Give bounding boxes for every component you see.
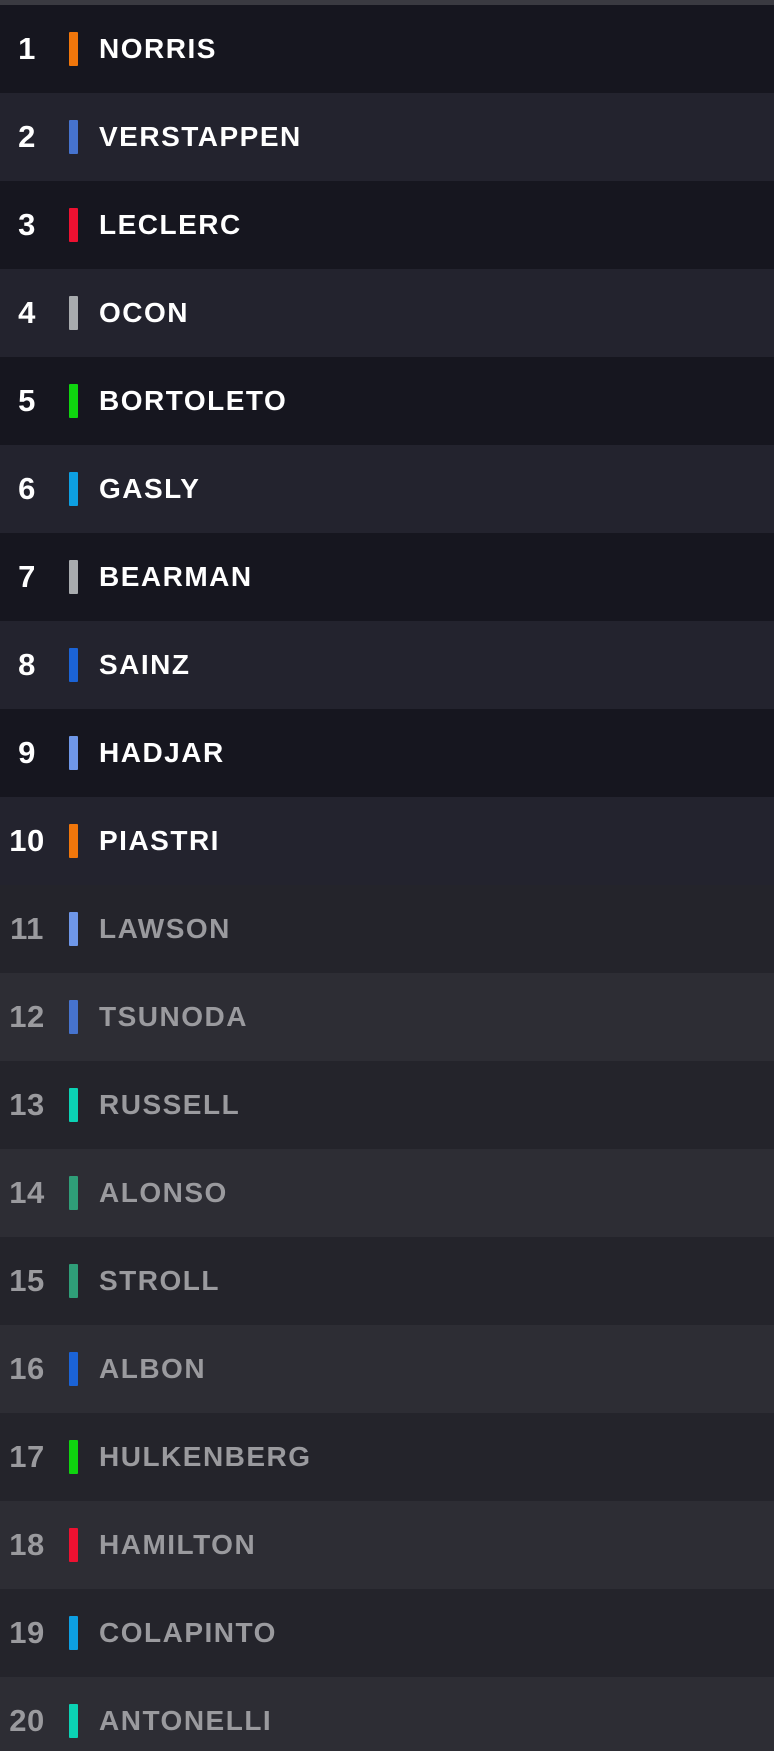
driver-name: RUSSELL — [99, 1089, 241, 1120]
driver-name: TSUNODA — [99, 1001, 248, 1032]
team-color-bar-aston-martin — [69, 1176, 78, 1210]
team-color-bar-williams — [69, 648, 78, 682]
position-number: 6 — [18, 471, 36, 506]
driver-name: GASLY — [99, 473, 201, 504]
team-color-bar-haas — [69, 296, 78, 330]
top-divider — [0, 0, 774, 5]
driver-row[interactable]: 4 OCON — [0, 269, 774, 357]
position-number: 2 — [18, 119, 36, 154]
driver-row[interactable]: 16 ALBON — [0, 1325, 774, 1413]
driver-name: OCON — [99, 297, 189, 328]
driver-row[interactable]: 19 COLAPINTO — [0, 1589, 774, 1677]
driver-name: HADJAR — [99, 737, 225, 768]
position-number: 15 — [9, 1263, 45, 1298]
position-number: 9 — [18, 735, 36, 770]
timing-list: 1 NORRIS 2 VERSTAPPEN 3 LECLERC 4 OCON 5… — [0, 5, 774, 1751]
team-color-bar-williams — [69, 1352, 78, 1386]
driver-row[interactable]: 1 NORRIS — [0, 5, 774, 93]
position-number: 19 — [9, 1615, 45, 1650]
position-number: 3 — [18, 207, 36, 242]
driver-name: ALBON — [99, 1353, 207, 1384]
position-number: 17 — [9, 1439, 45, 1474]
team-color-bar-kick-sauber — [69, 384, 78, 418]
driver-row[interactable]: 20 ANTONELLI — [0, 1677, 774, 1751]
driver-name: ANTONELLI — [99, 1705, 273, 1736]
driver-name: HAMILTON — [99, 1529, 257, 1560]
team-color-bar-mercedes — [69, 1088, 78, 1122]
driver-row[interactable]: 14 ALONSO — [0, 1149, 774, 1237]
position-number: 7 — [18, 559, 36, 594]
position-number: 4 — [18, 295, 36, 330]
team-color-bar-alpine — [69, 472, 78, 506]
team-color-bar-red-bull — [69, 1000, 78, 1034]
position-number: 20 — [9, 1703, 45, 1738]
team-color-bar-haas — [69, 560, 78, 594]
driver-name: BEARMAN — [99, 561, 253, 592]
position-number: 5 — [18, 383, 36, 418]
driver-name: LECLERC — [99, 209, 242, 240]
driver-row[interactable]: 15 STROLL — [0, 1237, 774, 1325]
team-color-bar-red-bull — [69, 120, 78, 154]
driver-row[interactable]: 13 RUSSELL — [0, 1061, 774, 1149]
team-color-bar-ferrari — [69, 1528, 78, 1562]
position-number: 10 — [9, 823, 45, 858]
driver-row[interactable]: 9 HADJAR — [0, 709, 774, 797]
driver-name: ALONSO — [99, 1177, 228, 1208]
position-number: 14 — [9, 1175, 45, 1210]
driver-row[interactable]: 10 PIASTRI — [0, 797, 774, 885]
position-number: 16 — [9, 1351, 45, 1386]
team-color-bar-alpine — [69, 1616, 78, 1650]
position-number: 8 — [18, 647, 36, 682]
driver-name: LAWSON — [99, 913, 231, 944]
driver-name: BORTOLETO — [99, 385, 288, 416]
driver-row[interactable]: 5 BORTOLETO — [0, 357, 774, 445]
driver-name: VERSTAPPEN — [99, 121, 302, 152]
driver-row[interactable]: 2 VERSTAPPEN — [0, 93, 774, 181]
team-color-bar-racing-bulls — [69, 912, 78, 946]
driver-row[interactable]: 12 TSUNODA — [0, 973, 774, 1061]
team-color-bar-ferrari — [69, 208, 78, 242]
team-color-bar-aston-martin — [69, 1264, 78, 1298]
driver-row[interactable]: 18 HAMILTON — [0, 1501, 774, 1589]
team-color-bar-mercedes — [69, 1704, 78, 1738]
driver-row[interactable]: 17 HULKENBERG — [0, 1413, 774, 1501]
driver-name: SAINZ — [99, 649, 191, 680]
position-number: 11 — [10, 911, 44, 946]
driver-row[interactable]: 8 SAINZ — [0, 621, 774, 709]
driver-row[interactable]: 11 LAWSON — [0, 885, 774, 973]
driver-name: HULKENBERG — [99, 1441, 312, 1472]
position-number: 1 — [18, 31, 36, 66]
driver-name: STROLL — [99, 1265, 220, 1296]
position-number: 12 — [9, 999, 45, 1034]
driver-name: NORRIS — [99, 33, 217, 64]
team-color-bar-kick-sauber — [69, 1440, 78, 1474]
position-number: 13 — [9, 1087, 45, 1122]
team-color-bar-racing-bulls — [69, 736, 78, 770]
team-color-bar-mclaren — [69, 824, 78, 858]
driver-name: COLAPINTO — [99, 1617, 277, 1648]
position-number: 18 — [9, 1527, 45, 1562]
driver-row[interactable]: 6 GASLY — [0, 445, 774, 533]
team-color-bar-mclaren — [69, 32, 78, 66]
driver-row[interactable]: 3 LECLERC — [0, 181, 774, 269]
driver-name: PIASTRI — [99, 825, 220, 856]
driver-row[interactable]: 7 BEARMAN — [0, 533, 774, 621]
